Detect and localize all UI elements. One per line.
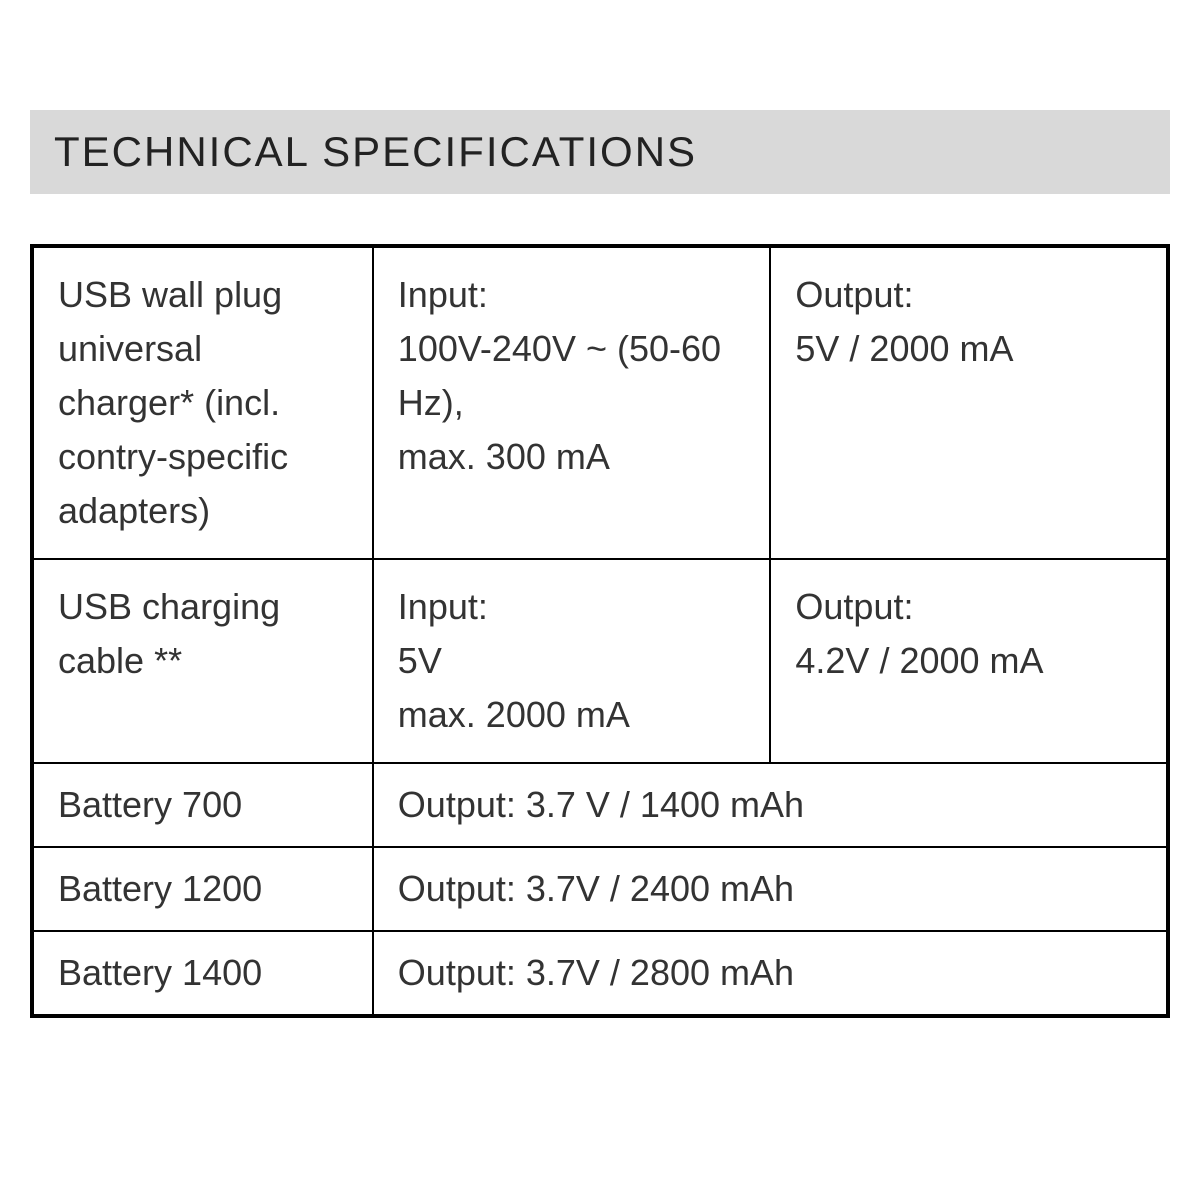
table-cell-output: Output: 3.7V / 2400 mAh [373,847,1168,931]
table-row: USB wall plug universal charger* (incl. … [32,246,1168,559]
spec-table: USB wall plug universal charger* (incl. … [30,244,1170,1018]
table-cell-input: Input: 100V-240V ~ (50-60 Hz), max. 300 … [373,246,771,559]
header-bar: TECHNICAL SPECIFICATIONS [30,110,1170,194]
table-cell-input: Input: 5V max. 2000 mA [373,559,771,763]
table-cell-label: Battery 1400 [32,931,373,1016]
table-cell-label: USB charging cable ** [32,559,373,763]
table-cell-output: Output: 3.7V / 2800 mAh [373,931,1168,1016]
table-cell-output: Output: 4.2V / 2000 mA [770,559,1168,763]
table-row: USB charging cable **Input: 5V max. 2000… [32,559,1168,763]
table-cell-output: Output: 3.7 V / 1400 mAh [373,763,1168,847]
table-cell-label: USB wall plug universal charger* (incl. … [32,246,373,559]
table-cell-label: Battery 700 [32,763,373,847]
table-row: Battery 1400Output: 3.7V / 2800 mAh [32,931,1168,1016]
table-row: Battery 1200Output: 3.7V / 2400 mAh [32,847,1168,931]
page-title: TECHNICAL SPECIFICATIONS [54,128,1146,176]
table-cell-output: Output: 5V / 2000 mA [770,246,1168,559]
table-row: Battery 700Output: 3.7 V / 1400 mAh [32,763,1168,847]
table-cell-label: Battery 1200 [32,847,373,931]
